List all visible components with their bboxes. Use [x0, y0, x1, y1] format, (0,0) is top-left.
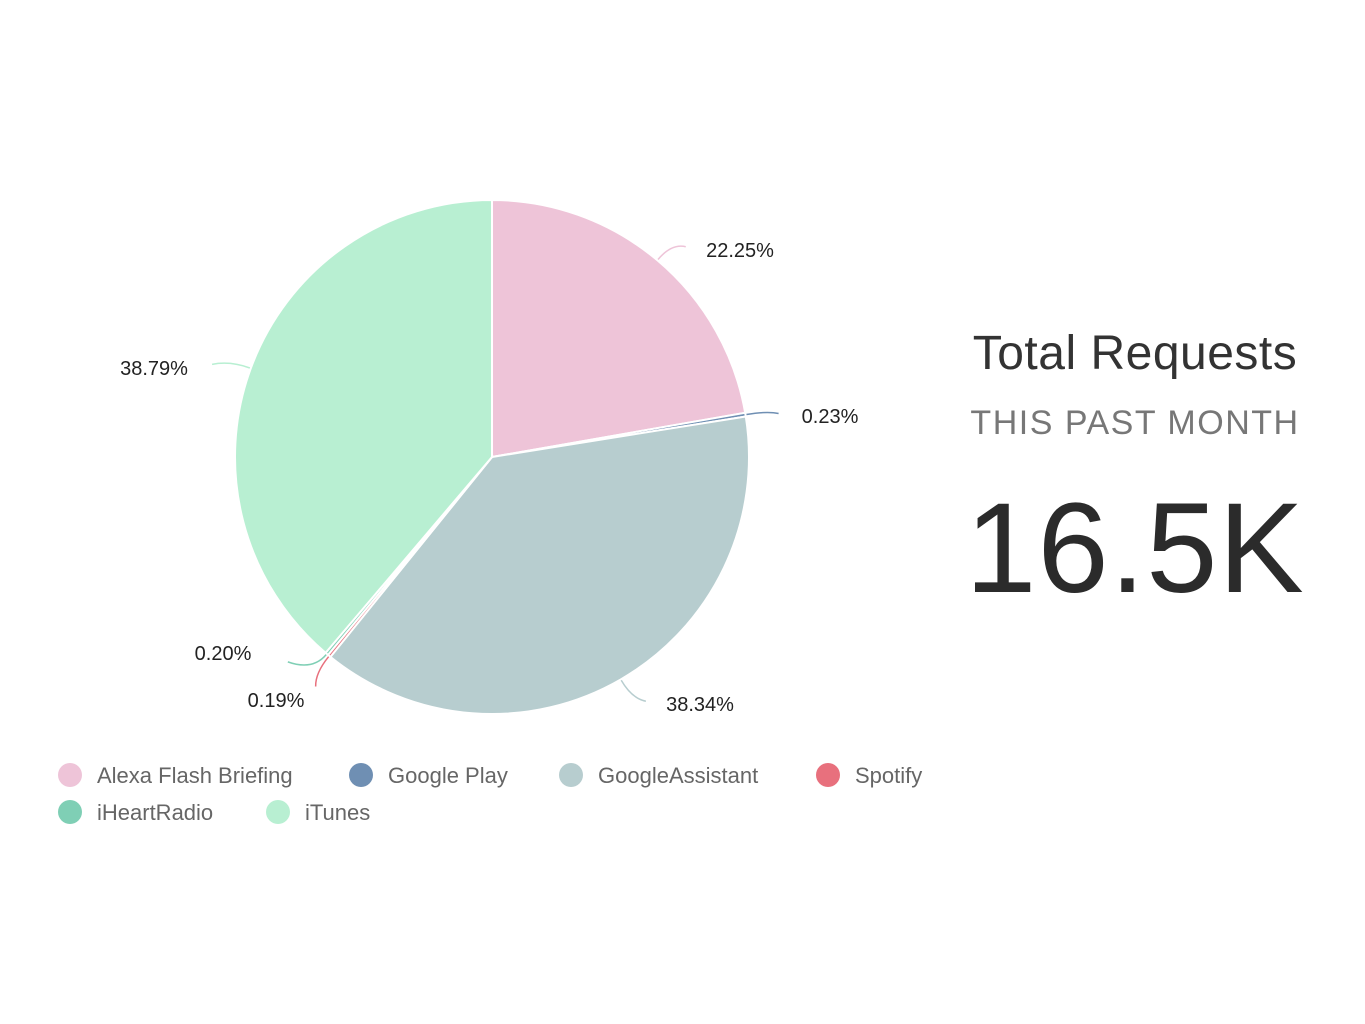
legend-item-itunes[interactable]: iTunes — [266, 800, 370, 825]
leader-line-itunes — [211, 362, 251, 369]
legend-label: GoogleAssistant — [598, 763, 758, 788]
pie-leader-lines — [211, 245, 779, 702]
legend-label: iTunes — [305, 800, 370, 825]
data-label-iheartradio: 0.20% — [195, 643, 252, 665]
pie-slices — [234, 198, 750, 715]
leader-line-iheartradio — [287, 654, 327, 666]
legend-item-spotify[interactable]: Spotify — [816, 763, 922, 788]
legend-label: Alexa Flash Briefing — [97, 763, 293, 788]
data-label-spotify: 0.19% — [248, 690, 305, 712]
data-label-google-play: 0.23% — [802, 406, 859, 428]
data-label-alexa-flash-briefing: 22.25% — [706, 240, 774, 262]
kpi-subtitle: THIS PAST MONTH — [970, 404, 1300, 442]
legend-label: Google Play — [388, 763, 508, 788]
legend-item-google-play[interactable]: Google Play — [349, 763, 508, 788]
kpi-value: 16.5K — [965, 477, 1305, 620]
legend-item-alexa-flash-briefing[interactable]: Alexa Flash Briefing — [58, 763, 293, 788]
kpi-title: Total Requests — [972, 327, 1298, 380]
legend-swatch — [349, 763, 373, 787]
legend-swatch — [266, 800, 290, 824]
chart-legend: Alexa Flash Briefing Google Play GoogleAss… — [58, 763, 922, 825]
pie-slice-alexa-flash-briefing[interactable] — [491, 198, 747, 459]
legend-item-iheartradio[interactable]: iHeartRadio — [58, 800, 213, 825]
pie-slice-googleassistant[interactable] — [329, 415, 750, 715]
leader-line-spotify — [314, 656, 330, 687]
pie-slice-itunes[interactable] — [234, 198, 493, 655]
legend-item-googleassistant[interactable]: GoogleAssistant — [559, 763, 758, 788]
legend-swatch — [58, 763, 82, 787]
leader-line-googleassistant — [620, 679, 647, 702]
leader-line-alexa-flash-briefing — [657, 245, 686, 260]
data-label-googleassistant: 38.34% — [666, 694, 734, 716]
legend-swatch — [816, 763, 840, 787]
leader-line-google-play — [746, 411, 779, 416]
pie-data-labels: 22.25% 0.23% 38.34% 0.19% 0.20% 38.79% — [120, 240, 858, 716]
legend-label: Spotify — [855, 763, 922, 788]
legend-swatch — [559, 763, 583, 787]
legend-swatch — [58, 800, 82, 824]
legend-label: iHeartRadio — [97, 800, 213, 825]
data-label-itunes: 38.79% — [120, 358, 188, 380]
